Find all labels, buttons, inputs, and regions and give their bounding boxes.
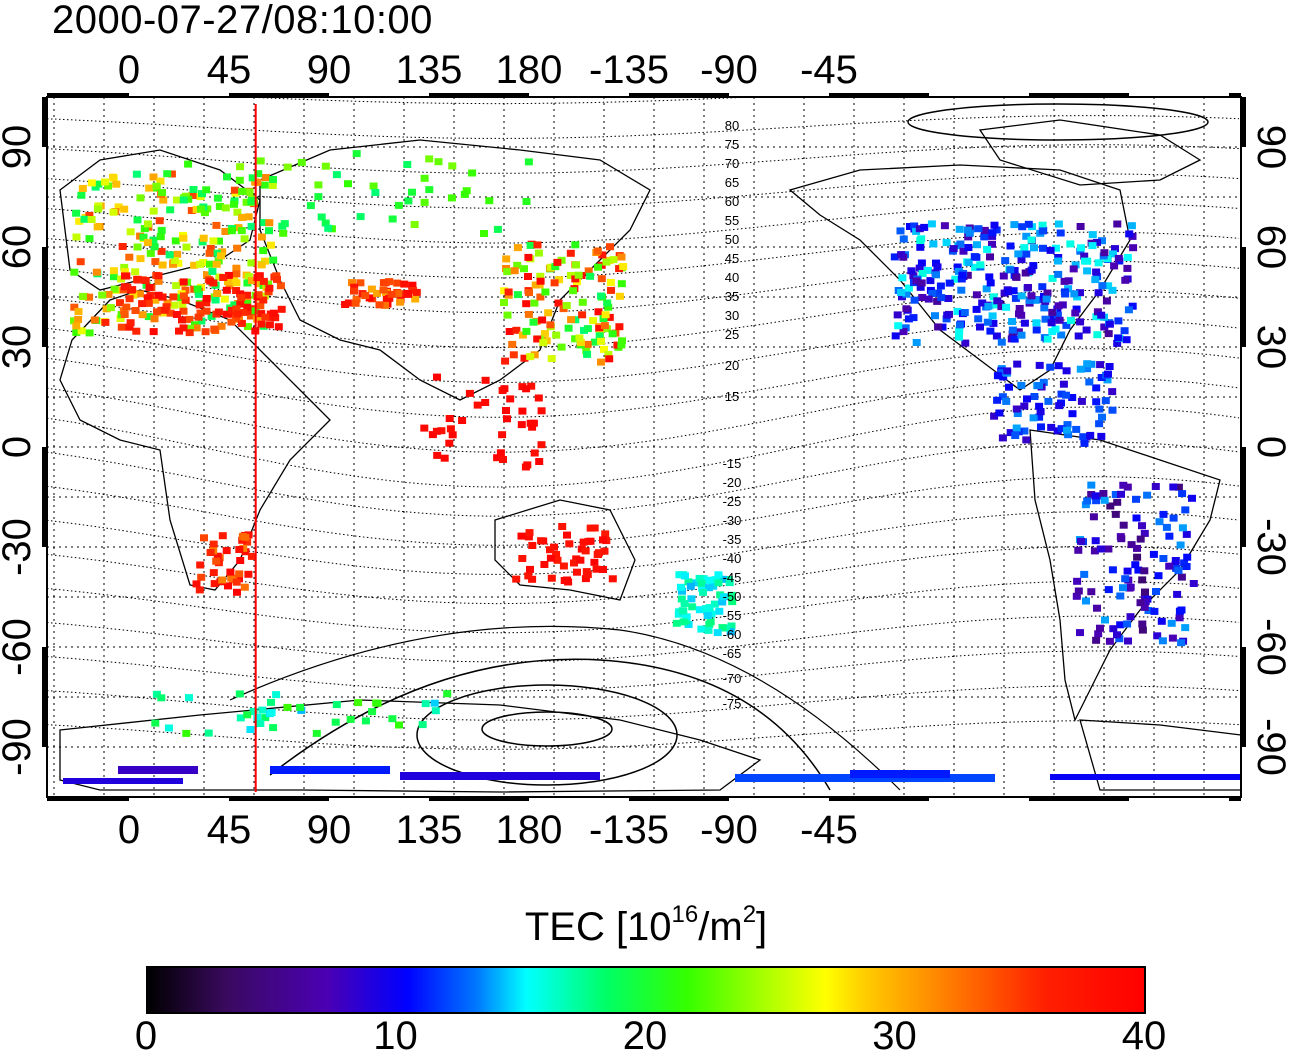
contour-label: 20 bbox=[725, 358, 739, 373]
contour-label: -30 bbox=[723, 513, 742, 528]
contour-label: 80 bbox=[725, 118, 739, 133]
plot-area: 80 75 70 65 60 55 50 45 40 35 30 25 20 15 -15 -20 -25 -30… bbox=[46, 96, 1242, 798]
latitude-tick-left: -90 bbox=[0, 718, 39, 776]
contour-label: -55 bbox=[723, 608, 742, 623]
contour-label: 25 bbox=[725, 327, 739, 342]
contour-label: 55 bbox=[725, 213, 739, 228]
colorbar bbox=[146, 966, 1146, 1014]
longitude-tick-top: -135 bbox=[589, 48, 669, 92]
latitude-tick-right: 90 bbox=[1249, 125, 1292, 170]
longitude-tick-bottom: 0 bbox=[118, 808, 140, 852]
colorbar-title: TEC [1016/m2] bbox=[0, 903, 1292, 950]
latitude-tick-right: -60 bbox=[1249, 618, 1292, 676]
latitude-tick-left: 90 bbox=[0, 125, 39, 170]
latitude-tick-left: -30 bbox=[0, 518, 39, 576]
contour-label: -20 bbox=[723, 475, 742, 490]
longitude-tick-top: 135 bbox=[396, 48, 463, 92]
contour-label: 15 bbox=[725, 389, 739, 404]
longitude-tick-top: -45 bbox=[800, 48, 858, 92]
contour-label: 40 bbox=[725, 270, 739, 285]
contour-label: -60 bbox=[723, 627, 742, 642]
colorbar-title-exponent: 16 bbox=[671, 901, 699, 928]
latitude-tick-right: -30 bbox=[1249, 518, 1292, 576]
colorbar-title-prefix: TEC [10 bbox=[524, 905, 672, 949]
tec-data-cells bbox=[63, 150, 1240, 784]
longitude-labels-bottom: 0 45 90 135 180 -135 -90 -45 bbox=[118, 808, 858, 852]
contour-label: -50 bbox=[723, 589, 742, 604]
longitude-tick-bottom: -90 bbox=[700, 808, 758, 852]
contour-label: -65 bbox=[723, 646, 742, 661]
colorbar-tick: 0 bbox=[134, 1014, 158, 1058]
contour-label: 50 bbox=[725, 232, 739, 247]
longitude-tick-bottom: 135 bbox=[396, 808, 463, 852]
contour-label: -75 bbox=[723, 696, 742, 711]
latitude-tick-right: 60 bbox=[1249, 225, 1292, 270]
contour-label: 60 bbox=[725, 194, 739, 209]
longitude-tick-top: 45 bbox=[207, 48, 252, 92]
longitude-tick-top: 90 bbox=[307, 48, 352, 92]
longitude-tick-top: -90 bbox=[700, 48, 758, 92]
contour-label: -25 bbox=[723, 494, 742, 509]
latitude-tick-left: 30 bbox=[0, 325, 39, 370]
contour-label: -70 bbox=[723, 671, 742, 686]
longitude-tick-bottom: -135 bbox=[589, 808, 669, 852]
longitude-labels-top: 0 45 90 135 180 -135 -90 -45 bbox=[118, 48, 858, 92]
latitude-labels-left: 90 60 30 0 -30 -60 -90 bbox=[0, 125, 39, 776]
contour-label: -40 bbox=[723, 551, 742, 566]
longitude-tick-bottom: -45 bbox=[800, 808, 858, 852]
colorbar-tick: 30 bbox=[872, 1014, 917, 1058]
latitude-tick-right: 0 bbox=[1249, 436, 1292, 458]
contour-label: -15 bbox=[723, 456, 742, 471]
colorbar-title-unit-exponent: 2 bbox=[742, 901, 757, 928]
colorbar-tick: 40 bbox=[1121, 1014, 1167, 1058]
frame-tick-bars bbox=[42, 93, 1246, 801]
contour-label: 75 bbox=[725, 137, 739, 152]
contour-label: 65 bbox=[725, 175, 739, 190]
contour-label: -35 bbox=[723, 532, 742, 547]
contour-label: 45 bbox=[725, 251, 739, 266]
latitude-tick-left: -60 bbox=[0, 618, 39, 676]
latitude-tick-right: -90 bbox=[1249, 718, 1292, 776]
latitude-labels-right: 90 60 30 0 -30 -60 -90 bbox=[1249, 125, 1292, 776]
latitude-tick-left: 0 bbox=[0, 436, 39, 458]
colorbar-tick: 10 bbox=[373, 1014, 418, 1058]
longitude-tick-top: 0 bbox=[118, 48, 140, 92]
longitude-tick-bottom: 90 bbox=[307, 808, 352, 852]
latitude-tick-left: 60 bbox=[0, 225, 39, 270]
colorbar-title-unit: /m bbox=[698, 905, 743, 949]
latitude-tick-right: 30 bbox=[1249, 325, 1292, 370]
timestamp-title: 2000-07-27/08:10:00 bbox=[52, 0, 433, 42]
colorbar-title-suffix: ] bbox=[756, 905, 768, 949]
longitude-tick-top: 180 bbox=[496, 48, 563, 92]
longitude-tick-bottom: 45 bbox=[207, 808, 252, 852]
longitude-tick-bottom: 180 bbox=[496, 808, 563, 852]
contour-label: 70 bbox=[725, 156, 739, 171]
contour-label: 30 bbox=[725, 308, 739, 323]
colorbar-tick: 20 bbox=[622, 1014, 668, 1058]
contour-label: 35 bbox=[725, 289, 739, 304]
contour-labels: 80 75 70 65 60 55 50 45 40 35 30 25 20 15 -15 -20 -25 -30… bbox=[723, 118, 742, 711]
contour-label: -45 bbox=[723, 570, 742, 585]
